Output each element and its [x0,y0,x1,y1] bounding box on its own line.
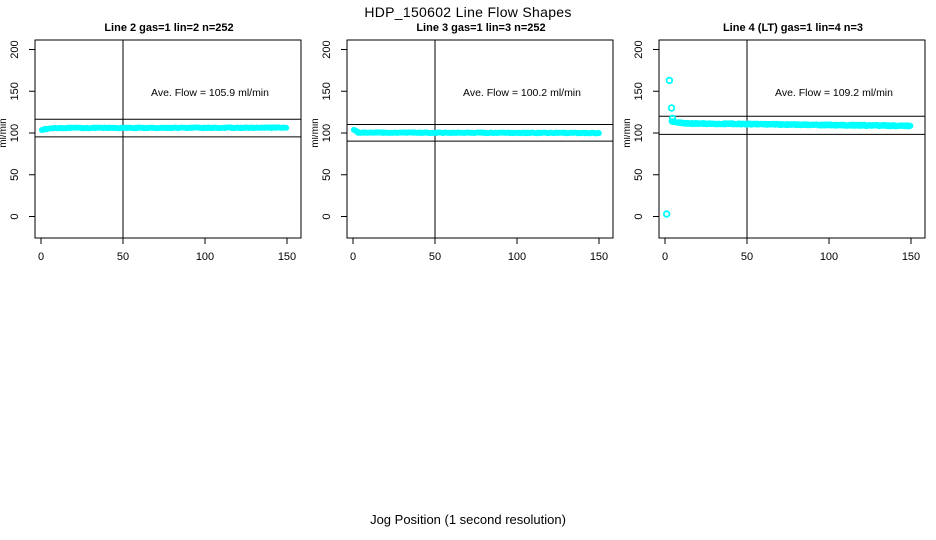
y-axis-tick-label: 50 [633,169,645,181]
y-axis-tick-label: 150 [9,82,21,100]
y-axis-title: ml/min [312,118,321,147]
y-axis-title: ml/min [624,118,633,147]
x-axis-tick-label: 100 [508,251,526,263]
outlier-point [668,114,677,123]
chart-line2: Line 2 gas=1 lin=2 n=252 0 50 100 150 0 50 100 1… [0,22,302,263]
x-axis-title: Jog Position (1 second resolution) [370,512,566,527]
panel-line2: Line 2 gas=1 lin=2 n=252 0 50 100 150 0 50 100 1… [0,18,312,288]
data-point [596,130,602,137]
panel-title: Line 2 gas=1 lin=2 n=252 [104,22,233,34]
y-axis-tick-label: 200 [633,40,645,58]
y-axis-tick-label: 0 [633,213,645,219]
x-axis-tick-label: 50 [117,251,129,263]
data-series [38,124,290,133]
y-axis-tick-label: 100 [633,124,645,142]
plot-box [658,39,926,239]
panel-title: Line 3 gas=1 lin=3 n=252 [416,22,545,34]
data-series [350,126,602,137]
y-axis-tick-label: 0 [321,213,333,219]
outlier-point [662,210,671,218]
x-axis-tick-label: 50 [741,251,753,263]
plot-box [34,39,302,239]
y-axis-tick-label: 150 [633,82,645,100]
data-series [668,118,914,130]
panel-line4: Line 4 (LT) gas=1 lin=4 n=3 0 50 100 150 0 50 1… [624,18,936,288]
y-axis-tick-label: 50 [9,169,21,181]
data-point [907,122,914,129]
chart-line4: Line 4 (LT) gas=1 lin=4 n=3 0 50 100 150 0 50 1… [624,22,926,263]
data-point [283,124,290,131]
x-axis-tick-label: 150 [278,251,296,263]
y-axis-tick-label: 150 [321,82,333,100]
page-title: HDP_150602 Line Flow Shapes [364,4,572,20]
y-axis-tick-label: 200 [9,40,21,58]
x-axis-tick-label: 0 [350,251,356,263]
y-axis-tick-label: 100 [321,124,333,142]
y-axis-tick-label: 0 [9,213,21,219]
x-axis-tick-label: 50 [429,251,441,263]
outlier-point [665,76,674,85]
y-axis-tick-label: 200 [321,40,333,58]
x-axis-tick-label: 100 [820,251,838,263]
y-axis-tick-label: 100 [9,124,21,142]
panel-title: Line 4 (LT) gas=1 lin=4 n=3 [723,22,863,34]
outlier-point [667,104,676,112]
y-axis-tick-label: 50 [321,169,333,181]
ave-flow-annotation: Ave. Flow = 105.9 ml/min [151,87,269,99]
x-axis-tick-label: 150 [590,251,608,263]
x-axis-tick-label: 0 [38,251,44,263]
ave-flow-annotation: Ave. Flow = 100.2 ml/min [463,87,581,99]
y-axis-title: ml/min [0,118,9,147]
ave-flow-annotation: Ave. Flow = 109.2 ml/min [775,87,893,99]
x-axis-tick-label: 150 [902,251,920,263]
panel-line3: Line 3 gas=1 lin=3 n=252 0 50 100 150 0 50 100 1… [312,18,624,288]
plot-box [346,39,614,239]
x-axis-tick-label: 100 [196,251,214,263]
x-axis-tick-label: 0 [662,251,668,263]
chart-line3: Line 3 gas=1 lin=3 n=252 0 50 100 150 0 50 100 1… [312,22,614,263]
